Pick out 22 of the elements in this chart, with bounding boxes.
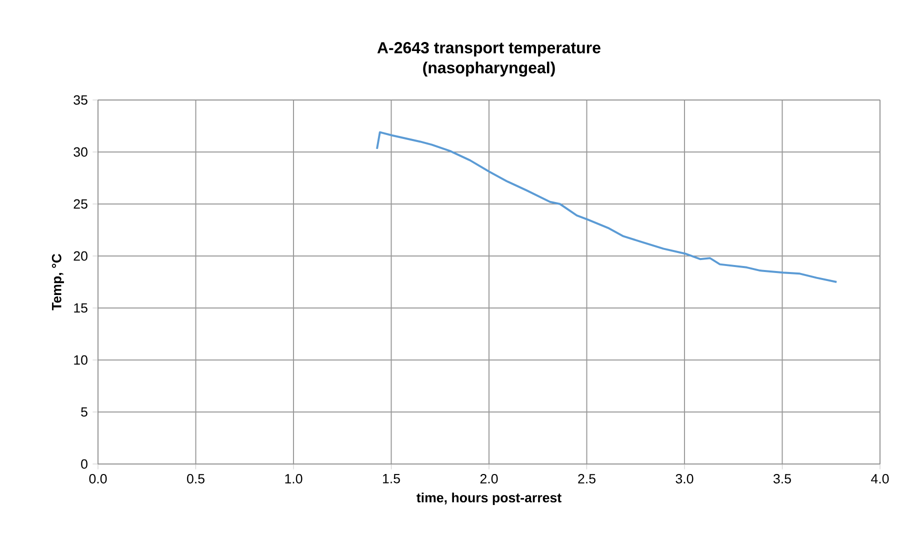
y-tick-label: 0 bbox=[81, 459, 88, 469]
y-axis-title: Temp, °C bbox=[52, 254, 64, 310]
x-tick-label: 1.0 bbox=[285, 474, 302, 484]
y-tick-label: 35 bbox=[74, 95, 88, 105]
y-tick-label: 15 bbox=[74, 303, 88, 313]
x-axis-title: time, hours post-arrest bbox=[416, 492, 562, 506]
y-tick-label: 5 bbox=[81, 407, 88, 417]
y-tick-label: 30 bbox=[74, 147, 88, 157]
line-series bbox=[376, 131, 838, 283]
x-tick-label: 0.5 bbox=[187, 474, 204, 484]
chart-subtitle: (nasopharyngeal) bbox=[423, 62, 555, 77]
x-tick-label: 3.0 bbox=[676, 474, 694, 484]
x-tick-label: 4.0 bbox=[871, 474, 889, 484]
x-tick-label: 3.5 bbox=[773, 474, 791, 484]
x-tick-label: 2.0 bbox=[480, 474, 498, 484]
x-tick-label: 1.5 bbox=[383, 474, 400, 484]
y-tick-label: 10 bbox=[74, 355, 88, 365]
x-tick-label: 2.5 bbox=[578, 474, 596, 484]
y-tick-label: 25 bbox=[74, 199, 88, 209]
chart-title: A-2643 transport temperature bbox=[377, 42, 600, 57]
y-tick-label: 20 bbox=[74, 251, 88, 261]
x-tick-label: 0.0 bbox=[89, 474, 107, 484]
